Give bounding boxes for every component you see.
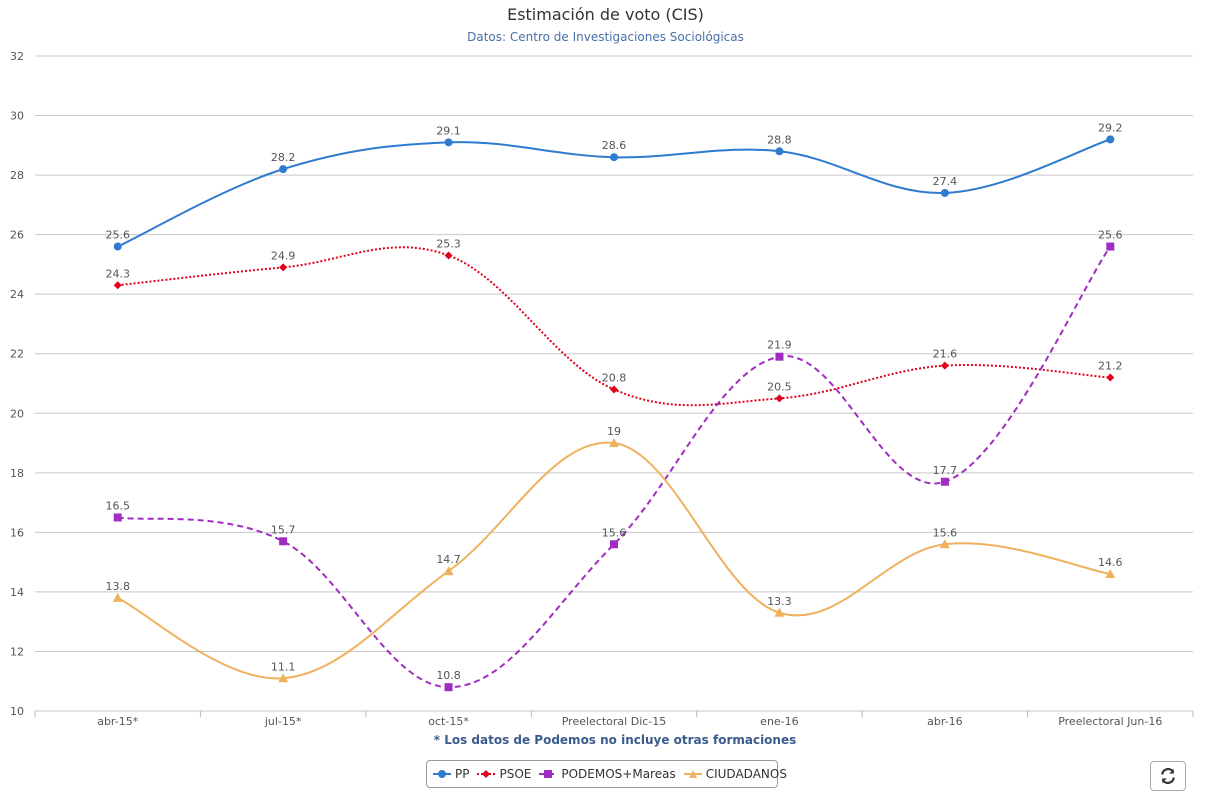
y-tick-label: 12 xyxy=(10,645,24,658)
data-label-podemos-mareas: 25.6 xyxy=(1098,229,1123,242)
data-label-podemos-mareas: 15.6 xyxy=(602,526,627,539)
x-tick-label: oct-15* xyxy=(428,715,469,728)
data-label-ciudadanos: 15.6 xyxy=(933,526,958,539)
data-point-ciudadanos xyxy=(112,592,123,602)
data-point-pp xyxy=(940,188,949,197)
data-label-psoe: 21.2 xyxy=(1098,360,1123,373)
data-label-podemos-mareas: 17.7 xyxy=(933,464,958,477)
x-tick-label: abr-16 xyxy=(927,715,963,728)
data-point-pp xyxy=(775,147,784,156)
data-label-pp: 28.6 xyxy=(602,139,627,152)
line-chart: 10 12 14 16 18 20 22 24 26 28 30 32 abr-15* jul-15* oc… xyxy=(10,50,1194,728)
y-tick-label: 22 xyxy=(10,348,24,361)
refresh-button[interactable] xyxy=(1150,761,1186,791)
data-point-psoe xyxy=(279,263,288,272)
data-point-psoe xyxy=(1106,373,1115,382)
data-point-podemos-mareas xyxy=(610,540,618,549)
data-label-ciudadanos: 19 xyxy=(607,425,621,438)
y-tick-label: 28 xyxy=(10,169,24,182)
data-point-ciudadanos xyxy=(443,566,454,576)
data-point-ciudadanos xyxy=(609,438,619,448)
data-label-psoe: 21.6 xyxy=(933,348,958,361)
data-point-psoe xyxy=(610,385,618,394)
legend-item-psoe[interactable]: PSOE xyxy=(477,767,531,781)
y-tick-label: 30 xyxy=(10,110,24,123)
data-point-ciudadanos xyxy=(939,539,950,549)
data-point-ciudadanos xyxy=(1105,569,1116,579)
chart-title: Estimación de voto (CIS) xyxy=(507,5,704,24)
y-tick-label: 32 xyxy=(10,50,24,63)
data-label-ciudadanos: 14.6 xyxy=(1098,556,1123,569)
data-point-pp xyxy=(279,165,288,174)
data-point-psoe xyxy=(113,281,122,290)
data-label-psoe: 24.9 xyxy=(271,249,296,262)
x-tick-label: abr-15* xyxy=(97,715,139,728)
refresh-icon xyxy=(1161,768,1175,784)
data-label-pp: 29.1 xyxy=(436,124,461,137)
legend-item-pp[interactable]: PP xyxy=(433,767,469,781)
x-tick-label: Preelectoral Dic-15 xyxy=(562,715,667,728)
data-label-pp: 28.8 xyxy=(767,133,792,146)
data-point-psoe xyxy=(444,251,453,260)
y-tick-label: 24 xyxy=(10,288,24,301)
data-point-podemos-mareas xyxy=(444,683,453,692)
data-label-podemos-mareas: 16.5 xyxy=(105,499,130,512)
data-label-ciudadanos: 13.3 xyxy=(767,595,792,608)
data-label-podemos-mareas: 21.9 xyxy=(767,339,792,352)
data-label-psoe: 24.3 xyxy=(105,267,130,280)
data-point-podemos-mareas xyxy=(775,352,784,361)
x-tick-label: Preelectoral Jun-16 xyxy=(1058,715,1162,728)
data-point-psoe xyxy=(940,361,949,370)
data-label-psoe: 25.3 xyxy=(436,237,461,250)
data-point-podemos-mareas xyxy=(279,537,288,546)
y-tick-label: 14 xyxy=(10,586,24,599)
data-point-pp xyxy=(444,138,453,147)
data-label-podemos-mareas: 10.8 xyxy=(436,669,461,682)
x-tick-label: jul-15* xyxy=(264,715,302,728)
chart-footnote: * Los datos de Podemos no incluye otras … xyxy=(433,733,797,747)
data-point-podemos-mareas xyxy=(940,477,949,486)
data-label-pp: 28.2 xyxy=(271,151,296,164)
legend-item-ciudadanos[interactable]: CIUDADANOS xyxy=(683,767,787,781)
y-tick-label: 26 xyxy=(10,229,24,242)
data-label-ciudadanos: 11.1 xyxy=(271,660,296,673)
data-point-podemos-mareas xyxy=(1106,242,1115,251)
data-label-pp: 29.2 xyxy=(1098,121,1123,134)
legend-label-psoe: PSOE xyxy=(499,767,532,781)
data-label-psoe: 20.5 xyxy=(767,380,792,393)
legend-marker-pp xyxy=(433,770,451,778)
data-point-pp xyxy=(113,242,122,251)
data-point-psoe xyxy=(775,394,784,403)
legend-marker-ciudadanos xyxy=(683,770,702,778)
data-label-pp: 27.4 xyxy=(933,175,958,188)
data-label-ciudadanos: 13.8 xyxy=(105,580,130,593)
legend-label-pp: PP xyxy=(455,767,470,781)
x-tick-label: ene-16 xyxy=(760,715,798,728)
series-line-ciudadanos xyxy=(117,441,1111,680)
data-point-ciudadanos xyxy=(278,673,289,683)
chart-subtitle: Datos: Centro de Investigaciones Socioló… xyxy=(467,30,744,44)
legend-item-podemos[interactable]: PODEMOS+Mareas xyxy=(539,767,676,781)
legend-marker-podemos xyxy=(539,770,558,778)
data-label-podemos-mareas: 15.7 xyxy=(271,523,296,536)
legend-marker-psoe xyxy=(477,770,496,778)
data-label-psoe: 20.8 xyxy=(602,371,627,384)
y-tick-label: 20 xyxy=(10,407,24,420)
legend-label-ciudadanos: CIUDADANOS xyxy=(705,767,787,781)
series-line-podemos-mareas xyxy=(117,245,1112,689)
data-label-pp: 25.6 xyxy=(105,229,130,242)
data-point-ciudadanos xyxy=(774,607,785,617)
y-tick-label: 10 xyxy=(10,705,24,718)
chart-legend: PP PSOE PODEMOS+Mareas CIUDADANOS xyxy=(426,760,787,788)
data-point-pp xyxy=(1106,135,1115,144)
legend-label-podemos: PODEMOS+Mareas xyxy=(561,767,676,781)
data-point-podemos-mareas xyxy=(113,513,122,522)
data-label-ciudadanos: 14.7 xyxy=(436,553,461,566)
y-tick-label: 18 xyxy=(10,467,24,480)
data-point-pp xyxy=(610,153,618,162)
y-tick-label: 16 xyxy=(10,526,24,539)
